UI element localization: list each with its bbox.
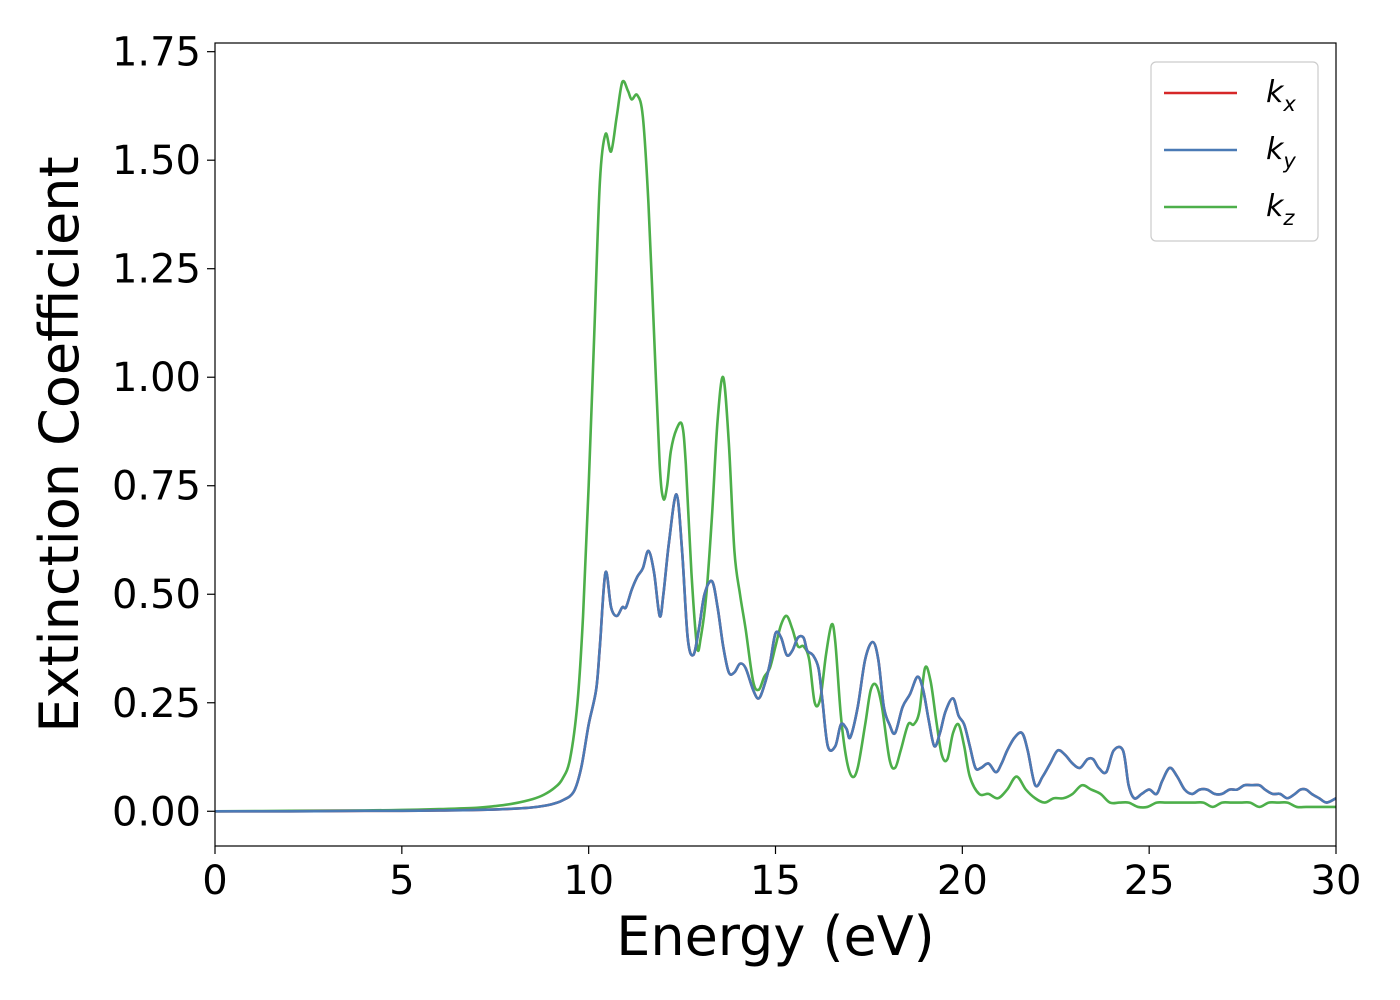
legend-label-k_y: ky — [1266, 132, 1296, 173]
plot-lines — [215, 79, 1336, 813]
x-axis-title: Energy (eV) — [616, 905, 935, 968]
legend-label-base: k — [1266, 189, 1285, 224]
series-line-k_x — [215, 493, 1336, 813]
x-tick-label: 20 — [937, 858, 988, 904]
series-line-k_z — [215, 79, 1336, 813]
x-tick-label: 0 — [202, 858, 227, 904]
y-tick-label: 1.00 — [112, 355, 201, 401]
series-line-k_y — [215, 493, 1336, 813]
y-tick-label: 0.75 — [112, 464, 201, 510]
x-axis: 0 5 10 15 20 25 30 — [202, 846, 1361, 904]
y-tick-label: 0.25 — [112, 681, 201, 727]
legend-label-k_z: kz — [1266, 189, 1295, 230]
y-tick-label: 0.50 — [112, 572, 201, 618]
legend-label-base: k — [1266, 75, 1285, 110]
legend-label-subscript: x — [1282, 92, 1296, 116]
x-tick-label: 10 — [563, 858, 614, 904]
y-tick-label: 0.00 — [112, 789, 201, 835]
y-axis: 0.00 0.25 0.50 0.75 1.00 1.25 1.50 1.75 — [112, 30, 215, 835]
legend-label-subscript: z — [1282, 206, 1295, 230]
y-tick-label: 1.75 — [112, 30, 201, 76]
legend-box — [1150, 61, 1319, 242]
x-tick-label: 30 — [1311, 858, 1362, 904]
x-tick-label: 15 — [750, 858, 801, 904]
y-tick-label: 1.25 — [112, 247, 201, 293]
legend-label-k_x: kx — [1266, 75, 1296, 116]
x-tick-label: 25 — [1124, 858, 1175, 904]
y-axis-title: Extinction Coefficient — [28, 156, 91, 732]
x-tick-label: 5 — [389, 858, 414, 904]
legend-label-subscript: y — [1282, 149, 1296, 173]
legend-label-base: k — [1266, 132, 1285, 167]
y-tick-label: 1.50 — [112, 138, 201, 184]
